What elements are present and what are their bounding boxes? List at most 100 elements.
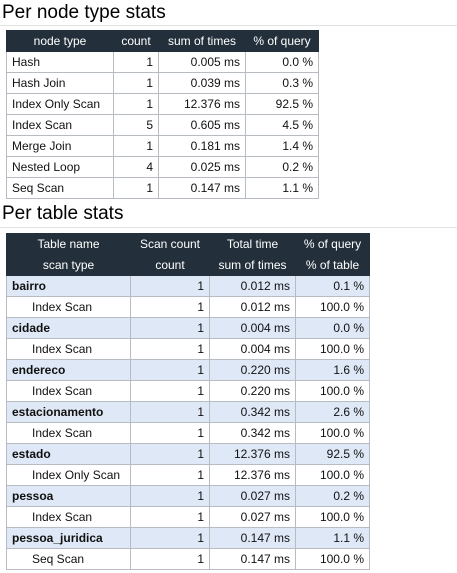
table-group-row: bairro 1 0.012 ms 0.1 % xyxy=(6,275,370,297)
count-cell: 1 xyxy=(130,296,210,318)
count-cell: 1 xyxy=(130,506,210,528)
column-header-percent-of-table[interactable]: % of table xyxy=(295,254,370,276)
count-cell: 1 xyxy=(130,380,210,402)
percent-of-table-cell: 100.0 % xyxy=(295,548,370,570)
column-header-count[interactable]: count xyxy=(113,30,159,52)
sum-of-times-cell: 0.220 ms xyxy=(209,380,296,402)
column-header-percent-of-query[interactable]: % of query xyxy=(295,233,370,255)
node-type-cell: Seq Scan xyxy=(6,177,114,199)
table-group-row: endereco 1 0.220 ms 1.6 % xyxy=(6,359,370,381)
scan-type-row: Index Scan 1 0.012 ms 100.0 % xyxy=(6,296,370,318)
sum-of-times-cell: 0.005 ms xyxy=(158,51,246,73)
total-time-cell: 0.342 ms xyxy=(209,401,296,423)
scan-type-row: Index Scan 1 0.342 ms 100.0 % xyxy=(6,422,370,444)
sum-of-times-cell: 12.376 ms xyxy=(209,464,296,486)
percent-of-table-cell: 100.0 % xyxy=(295,338,370,360)
total-time-cell: 0.220 ms xyxy=(209,359,296,381)
node-type-cell: Merge Join xyxy=(6,135,114,157)
table-stats-subheader-row: scan type count sum of times % of table xyxy=(6,254,370,276)
table-row: Index Scan 5 0.605 ms 4.5 % xyxy=(6,114,319,136)
sum-of-times-cell: 0.004 ms xyxy=(209,338,296,360)
column-header-total-time[interactable]: Total time xyxy=(209,233,296,255)
scan-count-cell: 1 xyxy=(130,485,210,507)
table-stats-header-row: Table name Scan count Total time % of qu… xyxy=(6,233,370,255)
count-cell: 1 xyxy=(113,72,159,94)
percent-of-query-cell: 0.0 % xyxy=(295,317,370,339)
table-name-cell: pessoa xyxy=(6,485,131,507)
percent-cell: 4.5 % xyxy=(245,114,319,136)
percent-of-table-cell: 100.0 % xyxy=(295,422,370,444)
count-cell: 1 xyxy=(130,464,210,486)
sum-of-times-cell: 0.012 ms xyxy=(209,296,296,318)
sum-of-times-cell: 12.376 ms xyxy=(158,93,246,115)
percent-of-query-cell: 0.1 % xyxy=(295,275,370,297)
count-cell: 5 xyxy=(113,114,159,136)
table-row: Merge Join 1 0.181 ms 1.4 % xyxy=(6,135,319,157)
count-cell: 1 xyxy=(113,177,159,199)
node-type-cell: Index Only Scan xyxy=(6,93,114,115)
scan-count-cell: 1 xyxy=(130,401,210,423)
sum-of-times-cell: 0.039 ms xyxy=(158,72,246,94)
scan-type-row: Seq Scan 1 0.147 ms 100.0 % xyxy=(6,548,370,570)
percent-cell: 92.5 % xyxy=(245,93,319,115)
count-cell: 1 xyxy=(113,51,159,73)
column-header-sum-of-times[interactable]: sum of times xyxy=(209,254,296,276)
total-time-cell: 0.004 ms xyxy=(209,317,296,339)
table-stats-title: Per table stats xyxy=(2,203,124,224)
count-cell: 1 xyxy=(130,338,210,360)
sum-of-times-cell: 0.147 ms xyxy=(209,548,296,570)
percent-of-query-cell: 1.6 % xyxy=(295,359,370,381)
percent-of-query-cell: 92.5 % xyxy=(295,443,370,465)
scan-count-cell: 1 xyxy=(130,317,210,339)
scan-type-cell: Seq Scan xyxy=(6,548,131,570)
percent-cell: 1.1 % xyxy=(245,177,319,199)
scan-type-cell: Index Only Scan xyxy=(6,464,131,486)
node-stats-header-row: node type count sum of times % of query xyxy=(6,30,319,52)
column-header-table-name[interactable]: Table name xyxy=(6,233,131,255)
total-time-cell: 12.376 ms xyxy=(209,443,296,465)
column-header-percent-of-query[interactable]: % of query xyxy=(245,30,319,52)
column-header-count[interactable]: count xyxy=(130,254,210,276)
percent-of-table-cell: 100.0 % xyxy=(295,296,370,318)
count-cell: 1 xyxy=(130,422,210,444)
table-name-cell: estado xyxy=(6,443,131,465)
scan-type-cell: Index Scan xyxy=(6,338,131,360)
scan-type-row: Index Scan 1 0.004 ms 100.0 % xyxy=(6,338,370,360)
scan-type-cell: Index Scan xyxy=(6,506,131,528)
percent-of-query-cell: 1.1 % xyxy=(295,527,370,549)
percent-of-table-cell: 100.0 % xyxy=(295,380,370,402)
table-name-cell: pessoa_juridica xyxy=(6,527,131,549)
column-header-node-type[interactable]: node type xyxy=(6,30,114,52)
count-cell: 1 xyxy=(113,135,159,157)
scan-count-cell: 1 xyxy=(130,275,210,297)
column-header-scan-count[interactable]: Scan count xyxy=(130,233,210,255)
percent-cell: 0.0 % xyxy=(245,51,319,73)
scan-type-row: Index Scan 1 0.027 ms 100.0 % xyxy=(6,506,370,528)
scan-type-cell: Index Scan xyxy=(6,422,131,444)
sum-of-times-cell: 0.181 ms xyxy=(158,135,246,157)
table-row: Index Only Scan 1 12.376 ms 92.5 % xyxy=(6,93,319,115)
table-row: Hash 1 0.005 ms 0.0 % xyxy=(6,51,319,73)
table-row: Hash Join 1 0.039 ms 0.3 % xyxy=(6,72,319,94)
total-time-cell: 0.027 ms xyxy=(209,485,296,507)
total-time-cell: 0.147 ms xyxy=(209,527,296,549)
table-stats-divider xyxy=(0,227,457,228)
percent-cell: 0.2 % xyxy=(245,156,319,178)
percent-of-table-cell: 100.0 % xyxy=(295,506,370,528)
sum-of-times-cell: 0.342 ms xyxy=(209,422,296,444)
node-stats-table: node type count sum of times % of query … xyxy=(6,30,319,199)
count-cell: 1 xyxy=(130,548,210,570)
sum-of-times-cell: 0.147 ms xyxy=(158,177,246,199)
scan-type-cell: Index Scan xyxy=(6,296,131,318)
scan-count-cell: 1 xyxy=(130,359,210,381)
column-header-sum-of-times[interactable]: sum of times xyxy=(158,30,246,52)
node-type-cell: Hash Join xyxy=(6,72,114,94)
scan-count-cell: 1 xyxy=(130,443,210,465)
node-type-cell: Nested Loop xyxy=(6,156,114,178)
column-header-scan-type[interactable]: scan type xyxy=(6,254,131,276)
table-group-row: cidade 1 0.004 ms 0.0 % xyxy=(6,317,370,339)
table-group-row: pessoa_juridica 1 0.147 ms 1.1 % xyxy=(6,527,370,549)
scan-type-row: Index Only Scan 1 12.376 ms 100.0 % xyxy=(6,464,370,486)
table-row: Nested Loop 4 0.025 ms 0.2 % xyxy=(6,156,319,178)
sum-of-times-cell: 0.605 ms xyxy=(158,114,246,136)
